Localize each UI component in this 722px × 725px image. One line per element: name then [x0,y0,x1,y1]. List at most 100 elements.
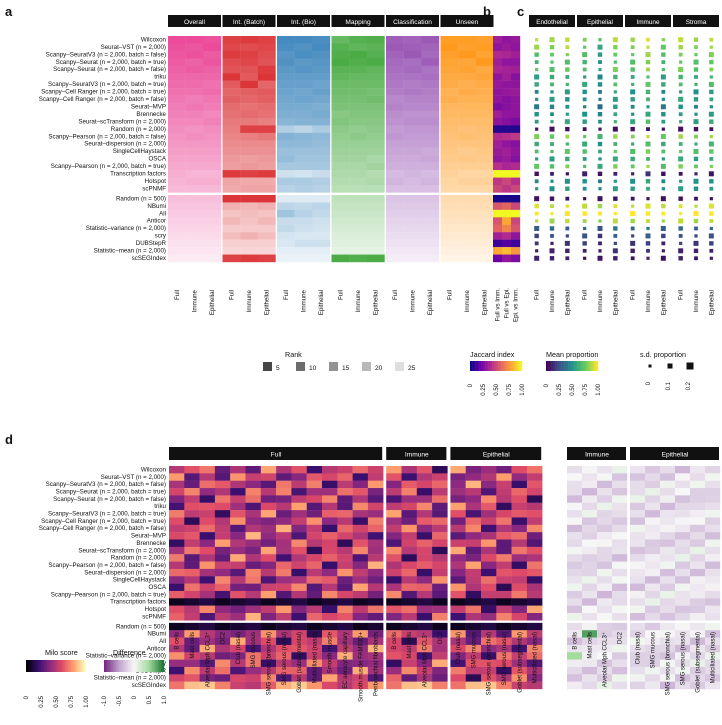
difference-cell [645,473,661,481]
proportion-square [709,241,714,246]
column-label: B cells [573,632,579,650]
heat-cell [257,194,276,203]
row-label: Scanpy–SeuratV3 (n = 2,000, batch = true… [48,81,166,88]
milo-cell [230,674,246,682]
milo-cell [511,480,528,489]
milo-cell [450,652,466,660]
colorbar-segment [150,660,153,672]
milo-cell [465,652,482,660]
milo-cell [481,488,497,496]
proportion-square [709,179,714,184]
milo-cell [432,605,448,614]
proportion-square [645,111,651,117]
proportion-square [613,196,618,201]
heat-cell [294,217,313,225]
heat-cell [386,162,404,171]
jaccard-cell [511,117,521,126]
colorbar-segment [83,660,85,672]
proportion-square [630,218,635,224]
proportion-square [661,219,665,223]
heat-cell [366,202,385,211]
milo-cell [496,480,512,489]
milo-cell [214,590,231,599]
proportion-square [549,67,555,73]
heat-cell [312,232,331,240]
heat-cell [294,185,313,193]
difference-cell [567,590,583,599]
milo-cell [401,590,417,599]
milo-cell [306,637,323,646]
heat-cell [240,194,259,203]
proportion-square [565,104,570,109]
proportion-square [613,74,618,80]
difference-cell [690,510,706,518]
difference-cell [612,681,628,690]
difference-cell [675,495,691,503]
milo-cell [367,554,384,562]
heat-cell [240,209,259,218]
colorbar-segment [155,660,157,672]
heat-cell [294,95,313,104]
column-label: Multiciliated (nasal) [711,632,717,683]
column-label: Full vs Epi. [504,288,511,319]
proportion-square [582,171,588,177]
difference-cell [567,554,583,562]
milo-cell [526,488,543,496]
heat-cell [331,110,350,119]
difference-cell [582,666,598,675]
proportion-square [630,156,635,162]
heat-cell [440,88,459,96]
difference-cell [690,605,706,614]
milo-cell [481,539,497,548]
jaccard-cell [493,110,503,119]
heat-cell [240,125,259,134]
heat-cell [312,73,331,81]
milo-cell [276,644,292,653]
heat-cell [403,58,422,66]
difference-cell [612,524,628,533]
milo-cell [481,502,497,511]
column-label: Peribronchial fibroblasts [374,632,380,696]
heat-cell [168,170,186,178]
difference-cell [612,613,628,621]
milo-cell [230,502,246,511]
jaccard-cell [502,95,512,104]
milo-cell [416,568,433,577]
proportion-square [613,179,617,183]
heat-cell [331,132,350,141]
heat-cell [203,132,222,141]
milo-cell [465,554,482,562]
milo-cell [352,622,369,631]
colorbar-segment [78,660,81,672]
group-header [386,447,447,460]
difference-cell [582,510,598,518]
jaccard-cell [502,162,512,171]
proportion-square [694,196,698,201]
column-label: Club (nasal) [636,632,642,664]
difference-cell [582,473,598,481]
milo-cell [416,613,433,621]
proportion-square [583,256,587,260]
heat-cell [312,132,331,141]
milo-cell [401,622,417,631]
milo-cell [169,554,185,562]
colorbar-segment [42,660,45,672]
proportion-square [549,134,555,139]
heat-cell [257,177,276,186]
column-label: Immune [301,289,308,312]
milo-cell [230,488,246,496]
milo-cell [386,502,402,511]
milo-cell [169,681,185,690]
jaccard-cell [493,232,503,240]
proportion-square [582,81,588,87]
proportion-square [613,171,618,176]
legend-square [686,362,694,370]
heat-cell [349,103,368,111]
colorbar-segment [515,361,517,371]
proportion-square [534,149,539,154]
heat-cell [403,232,422,240]
heat-cell [349,43,368,52]
colorbar-segment [596,361,599,371]
milo-cell [526,524,543,533]
proportion-square [565,45,570,50]
